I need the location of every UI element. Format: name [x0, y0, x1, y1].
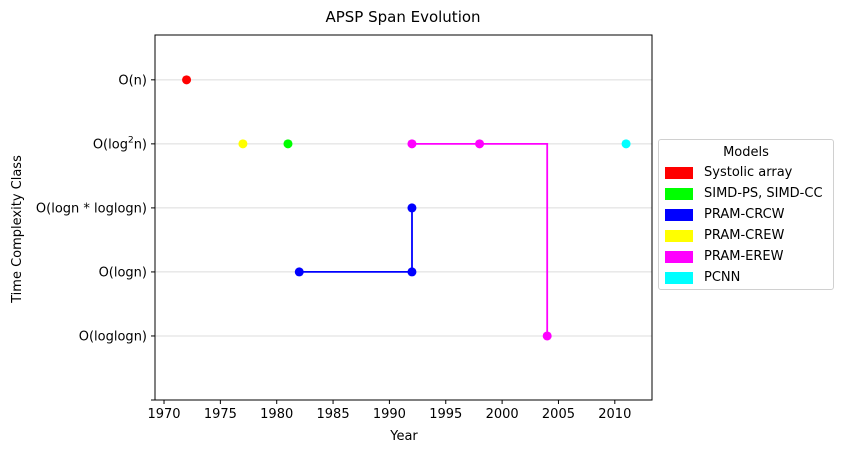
data-points — [182, 75, 631, 341]
x-tick-label: 2000 — [486, 407, 519, 422]
legend-swatch — [665, 272, 693, 284]
legend-label: PCNN — [704, 270, 741, 285]
legend-swatch — [665, 230, 693, 242]
y-tick-label: O(loglogn) — [79, 329, 147, 344]
legend-label: PRAM-CREW — [704, 228, 785, 243]
data-point — [475, 139, 485, 149]
x-tick-label: 2005 — [542, 407, 575, 422]
legend: Models Systolic array SIMD-PS, SIMD-CC PRA… — [658, 139, 834, 290]
data-point — [621, 139, 631, 149]
x-tick-label: 1980 — [260, 407, 293, 422]
legend-swatch — [665, 188, 693, 200]
x-axis-ticks: 1970 1975 1980 1985 1990 1995 2000 2005 2010 — [147, 400, 631, 422]
chart-title: APSP Span Evolution — [325, 8, 480, 26]
legend-swatch — [665, 251, 693, 263]
legend-label: Systolic array — [704, 165, 793, 180]
legend-label: PRAM-EREW — [704, 249, 784, 264]
data-point — [407, 139, 417, 149]
series-line — [412, 142, 549, 336]
data-point — [283, 139, 293, 149]
x-tick-label: 1970 — [147, 407, 180, 422]
data-point — [182, 75, 192, 85]
x-tick-label: 1990 — [373, 407, 406, 422]
legend-label: SIMD-PS, SIMD-CC — [704, 186, 823, 201]
plot-frame — [154, 34, 653, 401]
x-tick-label: 2010 — [598, 407, 631, 422]
data-point — [407, 267, 417, 277]
y-tick-label: O(n) — [118, 73, 147, 88]
data-point — [407, 203, 417, 213]
y-tick-label: O(logn * loglogn) — [36, 201, 147, 216]
series-lines — [299, 142, 549, 336]
y-tick-label: O(log2n) — [93, 135, 147, 152]
legend-label: PRAM-CRCW — [704, 207, 785, 222]
x-tick-label: 1985 — [317, 407, 350, 422]
x-tick-label: 1975 — [204, 407, 237, 422]
legend-swatch — [665, 209, 693, 221]
legend-swatch — [665, 167, 693, 179]
y-axis-label: Time Complexity Class — [10, 155, 25, 304]
data-point — [238, 139, 248, 149]
data-point — [294, 267, 304, 277]
grid-lines — [155, 79, 652, 337]
data-point — [542, 331, 552, 341]
x-axis-label: Year — [389, 429, 418, 444]
x-tick-label: 1995 — [429, 407, 462, 422]
series-line — [299, 207, 413, 273]
y-axis-ticks: O(loglogn) O(logn) O(logn * loglogn) O(log2… — [36, 73, 155, 401]
y-tick-label: O(logn) — [99, 265, 147, 280]
legend-title: Models — [723, 145, 769, 160]
